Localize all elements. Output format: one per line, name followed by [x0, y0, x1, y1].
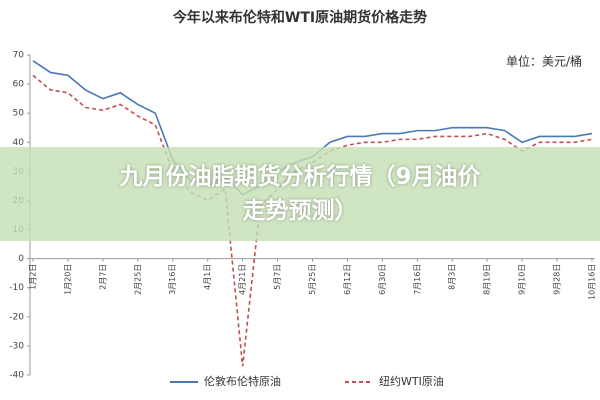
y-tick-label: 50 — [13, 109, 25, 119]
overlay-title: 九月份油脂期货分析行情（9月油价走势预测） — [119, 164, 481, 224]
x-tick-label: 7月16日 — [413, 264, 422, 295]
x-tick-label: 6月30日 — [378, 264, 387, 295]
chart-title: 今年以来布伦特和WTI原油期货价格走势 — [172, 9, 427, 26]
legend-label: 伦敦布伦特原油 — [204, 374, 281, 388]
y-tick-label: -40 — [9, 371, 24, 381]
legend-label: 纽约WTI原油 — [379, 374, 444, 388]
x-tick-label: 3月16日 — [168, 264, 177, 295]
x-tick-label: 1月20日 — [63, 264, 72, 295]
unit-label: 单位：美元/桶 — [506, 54, 582, 69]
y-tick-label: -10 — [9, 283, 24, 293]
y-tick-label: 60 — [13, 80, 25, 90]
x-tick-label: 9月10日 — [518, 264, 527, 295]
x-tick-label: 2月25日 — [133, 264, 142, 295]
x-tick-label: 5月7日 — [273, 264, 282, 290]
x-tick-label: 2月7日 — [98, 264, 107, 290]
banner: 九月份油脂期货分析行情（9月油价走势预测） — [0, 147, 600, 241]
y-tick-label: -30 — [9, 341, 24, 351]
x-tick-label: 4月1日 — [203, 264, 212, 290]
x-tick-label: 5月25日 — [308, 264, 317, 295]
x-tick-label: 6月12日 — [343, 264, 352, 295]
y-tick-label: 40 — [13, 138, 25, 148]
y-tick-label: 70 — [13, 51, 25, 61]
x-tick-label: 9月28日 — [553, 264, 562, 295]
y-tick-label: -20 — [9, 312, 24, 322]
x-tick-label: 8月19日 — [483, 264, 492, 295]
x-tick-label: 1月2日 — [29, 264, 38, 290]
x-tick-label: 4月21日 — [238, 264, 247, 295]
x-tick-label: 10月16日 — [588, 264, 597, 300]
y-tick-label: 0 — [18, 254, 24, 264]
x-tick-label: 8月3日 — [448, 264, 457, 290]
